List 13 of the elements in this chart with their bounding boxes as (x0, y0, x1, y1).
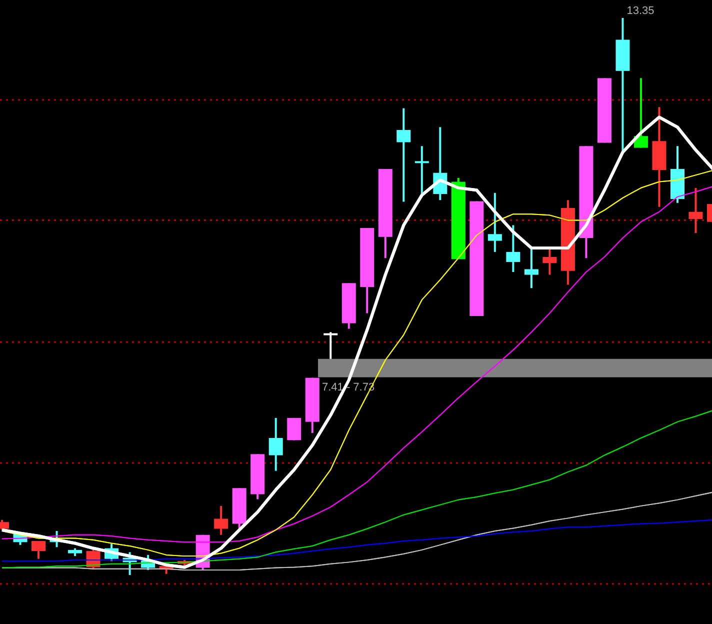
candlestick (688, 186, 703, 234)
candlestick (268, 416, 283, 472)
candlestick (634, 77, 648, 149)
candlestick (414, 145, 429, 198)
candlestick (488, 192, 502, 253)
candlestick (506, 224, 520, 273)
candlestick (214, 504, 228, 536)
text: 13.35 (626, 5, 654, 17)
candlestick (396, 107, 411, 203)
candlestick (324, 331, 338, 360)
candlestick (524, 247, 538, 290)
candlestick (542, 247, 557, 276)
candlestick (32, 540, 46, 560)
